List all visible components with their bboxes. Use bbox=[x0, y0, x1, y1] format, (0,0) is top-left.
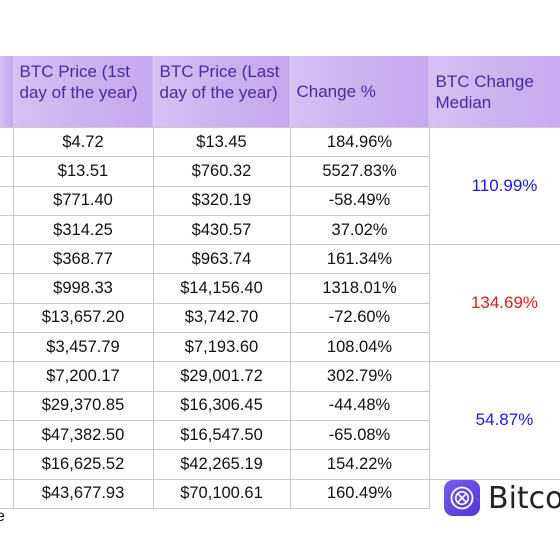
table-row: $3,457.79 $7,193.60 108.04% bbox=[0, 332, 560, 363]
first-day-price-cell: $16,625.52 bbox=[12, 449, 154, 480]
last-day-price-cell: $42,265.19 bbox=[152, 449, 291, 480]
row-stub bbox=[0, 185, 14, 216]
median-cell-group-1: 110.99% bbox=[428, 126, 560, 246]
median-cell-group-3: 54.87% bbox=[428, 361, 560, 480]
row-stub bbox=[0, 126, 14, 158]
header-first-day-price: BTC Price (1st day of the year) bbox=[13, 56, 154, 128]
change-percent-cell: 160.49% bbox=[289, 478, 430, 509]
change-percent-cell: -72.60% bbox=[289, 302, 430, 334]
table-row: $29,370.85 $16,306.45 -44.48% bbox=[0, 390, 560, 421]
table-row: $4.72 $13.45 184.96% 110.99% bbox=[0, 126, 560, 246]
table-row: $368.77 $963.74 161.34% 134.69% bbox=[0, 244, 560, 363]
last-day-price-cell: $7,193.60 bbox=[152, 332, 291, 363]
change-percent-cell: 5527.83% bbox=[289, 156, 430, 187]
btc-price-table-container: BTC Price (1st day of the year) BTC Pric… bbox=[0, 56, 560, 509]
brand-name: Bitcoi bbox=[488, 480, 560, 516]
last-day-price-cell: $16,306.45 bbox=[152, 390, 291, 421]
bitcoin-logo-icon bbox=[444, 480, 480, 516]
btc-price-table: BTC Price (1st day of the year) BTC Pric… bbox=[0, 56, 560, 509]
last-day-price-cell: $70,100.61 bbox=[152, 478, 291, 509]
cropped-text-fragment: e bbox=[0, 508, 5, 525]
header-row: BTC Price (1st day of the year) BTC Pric… bbox=[0, 56, 560, 128]
last-day-price-cell: $430.57 bbox=[152, 214, 291, 246]
first-day-price-cell: $13.51 bbox=[12, 156, 154, 187]
first-day-price-cell: $47,382.50 bbox=[12, 419, 154, 451]
row-stub bbox=[0, 332, 14, 363]
table-row: $13,657.20 $3,742.70 -72.60% bbox=[0, 302, 560, 334]
last-day-price-cell: $320.19 bbox=[152, 185, 291, 216]
first-day-price-cell: $13,657.20 bbox=[12, 302, 154, 334]
first-day-price-cell: $29,370.85 bbox=[12, 390, 154, 421]
change-percent-cell: -58.49% bbox=[289, 185, 430, 216]
row-stub bbox=[0, 449, 14, 480]
change-percent-cell: -65.08% bbox=[289, 419, 430, 451]
table-row: $7,200.17 $29,001.72 302.79% 54.87% bbox=[0, 361, 560, 480]
row-stub bbox=[0, 390, 14, 421]
first-day-price-cell: $368.77 bbox=[12, 244, 154, 275]
change-percent-cell: 108.04% bbox=[289, 332, 430, 363]
first-day-price-cell: $998.33 bbox=[12, 273, 154, 304]
change-percent-cell: 37.02% bbox=[289, 214, 430, 246]
first-day-price-cell: $314.25 bbox=[12, 214, 154, 246]
last-day-price-cell: $760.32 bbox=[152, 156, 291, 187]
median-cell-group-2: 134.69% bbox=[428, 244, 560, 363]
first-day-price-cell: $4.72 bbox=[12, 126, 154, 158]
first-day-price-cell: $3,457.79 bbox=[12, 332, 154, 363]
first-day-price-cell: $7,200.17 bbox=[12, 361, 154, 392]
change-percent-cell: 184.96% bbox=[289, 126, 430, 158]
last-day-price-cell: $16,547.50 bbox=[152, 419, 291, 451]
change-percent-cell: 154.22% bbox=[289, 449, 430, 480]
row-stub bbox=[0, 214, 14, 246]
table-row: $16,625.52 $42,265.19 154.22% bbox=[0, 449, 560, 480]
row-stub bbox=[0, 244, 14, 275]
row-stub bbox=[0, 302, 14, 334]
header-change-median: BTC Change Median bbox=[429, 56, 560, 128]
last-day-price-cell: $3,742.70 bbox=[152, 302, 291, 334]
header-stub bbox=[0, 56, 14, 128]
table-row: $43,677.93 $70,100.61 160.49% bbox=[0, 478, 560, 509]
row-stub bbox=[0, 156, 14, 187]
table-row: $47,382.50 $16,547.50 -65.08% bbox=[0, 419, 560, 451]
last-day-price-cell: $963.74 bbox=[152, 244, 291, 275]
row-stub bbox=[0, 419, 14, 451]
change-percent-cell: 302.79% bbox=[289, 361, 430, 392]
last-day-price-cell: $29,001.72 bbox=[152, 361, 291, 392]
first-day-price-cell: $771.40 bbox=[12, 185, 154, 216]
table-row: $998.33 $14,156.40 1318.01% bbox=[0, 273, 560, 304]
first-day-price-cell: $43,677.93 bbox=[12, 478, 154, 509]
brand-watermark: Bitcoi bbox=[444, 478, 560, 518]
change-percent-cell: 1318.01% bbox=[289, 273, 430, 304]
change-percent-cell: 161.34% bbox=[289, 244, 430, 275]
header-change-percent: Change % bbox=[290, 56, 430, 128]
last-day-price-cell: $14,156.40 bbox=[152, 273, 291, 304]
row-stub bbox=[0, 273, 14, 304]
last-day-price-cell: $13.45 bbox=[152, 126, 291, 158]
header-last-day-price: BTC Price (Last day of the year) bbox=[153, 56, 291, 128]
row-stub bbox=[0, 478, 14, 509]
table-row: $771.40 $320.19 -58.49% bbox=[0, 185, 560, 216]
change-percent-cell: -44.48% bbox=[289, 390, 430, 421]
row-stub bbox=[0, 361, 14, 392]
table-row: $13.51 $760.32 5527.83% bbox=[0, 156, 560, 187]
